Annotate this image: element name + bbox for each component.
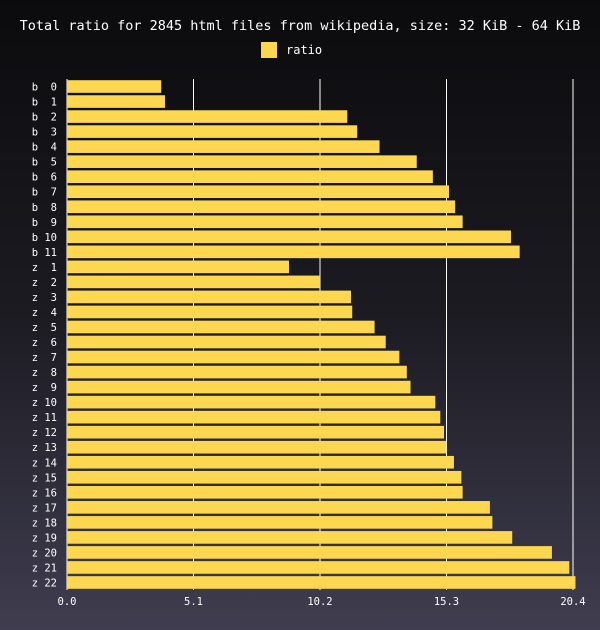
bar — [67, 410, 441, 424]
y-tick-label: b 6 — [32, 172, 57, 184]
bars — [67, 80, 576, 589]
y-tick-label: z 10 — [32, 397, 57, 409]
x-tick-label: 20.4 — [560, 596, 585, 608]
bar — [67, 155, 417, 168]
y-tick-label: b 9 — [32, 217, 57, 229]
bar — [67, 365, 407, 379]
bar — [67, 516, 493, 529]
y-tick-label: b 8 — [32, 202, 57, 214]
bar — [67, 320, 375, 334]
bar — [67, 110, 348, 123]
bar — [67, 260, 289, 274]
y-tick-label: z 20 — [32, 547, 57, 559]
bar — [67, 275, 320, 289]
y-tick-label: b 2 — [32, 112, 57, 124]
bar — [67, 170, 433, 184]
bar — [67, 335, 386, 349]
bar — [67, 245, 520, 259]
bar — [67, 95, 165, 108]
bar — [67, 470, 462, 484]
y-tick-label: z 22 — [32, 577, 57, 589]
chart-title: Total ratio for 2845 html files from wik… — [20, 18, 581, 34]
bar — [67, 425, 445, 439]
y-tick-label: z 5 — [32, 322, 57, 334]
bar — [67, 200, 456, 214]
y-tick-label: z 4 — [32, 307, 57, 319]
y-tick-label: z 12 — [32, 427, 57, 439]
bar — [67, 501, 490, 514]
bar — [67, 185, 449, 199]
bar — [67, 80, 162, 93]
legend: ratio — [261, 42, 322, 58]
y-tick-label: z 2 — [32, 277, 57, 289]
y-tick-label: b 7 — [32, 187, 57, 199]
bar — [67, 230, 511, 244]
y-tick-label: b 3 — [32, 127, 57, 139]
y-tick-label: z 13 — [32, 442, 57, 454]
y-tick-label: b 10 — [32, 232, 57, 244]
x-tick-labels: 0.0 5.1 10.2 15.3 20.4 — [58, 596, 586, 608]
bar — [67, 485, 463, 499]
bar — [67, 440, 447, 454]
bar — [67, 305, 353, 319]
legend-swatch — [261, 42, 277, 58]
y-tick-label: z 8 — [32, 367, 57, 379]
bar — [67, 561, 570, 574]
y-tick-label: z 18 — [32, 517, 57, 529]
y-tick-label: b 4 — [32, 142, 57, 154]
y-tick-labels: b 0 b 1 b 2 b 3 b 4 b 5 b 6 b 7 b 8 b 9 b 10 b 11 z … — [32, 82, 57, 590]
y-tick-label: b 5 — [32, 157, 57, 169]
bar — [67, 350, 400, 364]
y-tick-label: z 21 — [32, 562, 57, 574]
y-tick-label: b 1 — [32, 97, 57, 109]
y-tick-label: z 1 — [32, 262, 57, 274]
y-tick-label: z 11 — [32, 412, 57, 424]
x-tick-label: 15.3 — [434, 596, 459, 608]
bar — [67, 395, 436, 409]
bar — [67, 215, 463, 229]
bar — [67, 531, 513, 544]
legend-label: ratio — [286, 43, 322, 57]
x-tick-label: 0.0 — [58, 596, 77, 608]
y-tick-label: z 9 — [32, 382, 57, 394]
y-tick-label: b 0 — [32, 82, 57, 94]
bar — [67, 576, 576, 589]
x-tick-label: 10.2 — [307, 596, 332, 608]
y-tick-label: z 3 — [32, 292, 57, 304]
y-tick-label: z 15 — [32, 472, 57, 484]
y-tick-label: z 7 — [32, 352, 57, 364]
y-tick-label: b 11 — [32, 247, 57, 259]
y-tick-label: z 17 — [32, 502, 57, 514]
bar — [67, 290, 352, 304]
bar — [67, 546, 552, 559]
bar — [67, 455, 454, 469]
bar — [67, 125, 358, 138]
y-tick-label: z 19 — [32, 532, 57, 544]
bar — [67, 140, 380, 153]
bar — [67, 380, 411, 394]
y-tick-label: z 16 — [32, 487, 57, 499]
x-tick-label: 5.1 — [184, 596, 203, 608]
y-tick-label: z 14 — [32, 457, 57, 469]
y-tick-label: z 6 — [32, 337, 57, 349]
